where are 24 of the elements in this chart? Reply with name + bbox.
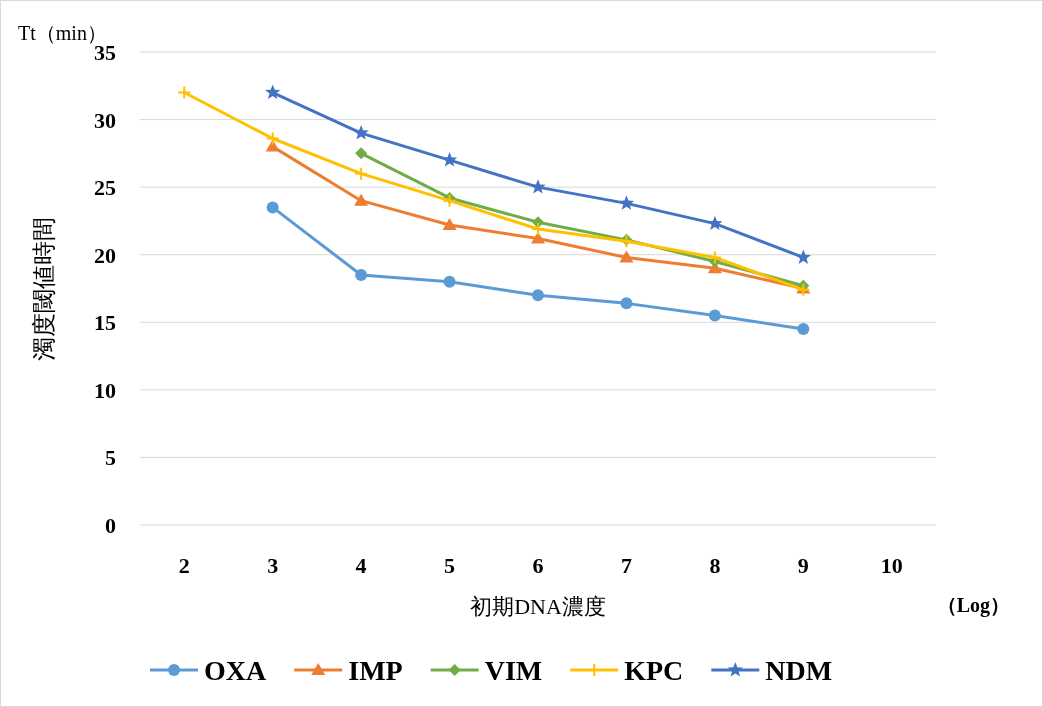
y-tick-label: 0 [105,513,116,538]
x-axis-title: 初期DNA濃度 [470,594,606,619]
x-tick-label: 4 [355,553,367,578]
y-tick-label: 5 [105,445,116,471]
x-tick-label: 6 [532,553,544,578]
y-tick-label: 30 [94,107,116,133]
y-tick-label: 25 [94,175,116,201]
x-tick-label: 5 [444,553,456,578]
x-tick-label: 2 [178,553,190,578]
legend-label: IMP [348,655,403,686]
x-tick-label: 3 [267,553,279,578]
x-tick-label: 7 [620,553,632,578]
y-tick-label: 15 [94,310,116,336]
x-tick-label: 8 [709,553,721,578]
x-tick-label: 10 [880,553,903,578]
legend-label: VIM [484,655,543,686]
y-tick-label: 20 [94,242,116,268]
y-axis-title: 濁度閾値時間 [31,216,57,361]
y-tick-label: 10 [94,377,116,403]
text: （Log） [936,594,1010,617]
legend-label: KPC [624,655,684,686]
legend-label: OXA [204,655,267,686]
x-tick-label: 9 [797,553,809,578]
legend-label: NDM [765,655,833,686]
